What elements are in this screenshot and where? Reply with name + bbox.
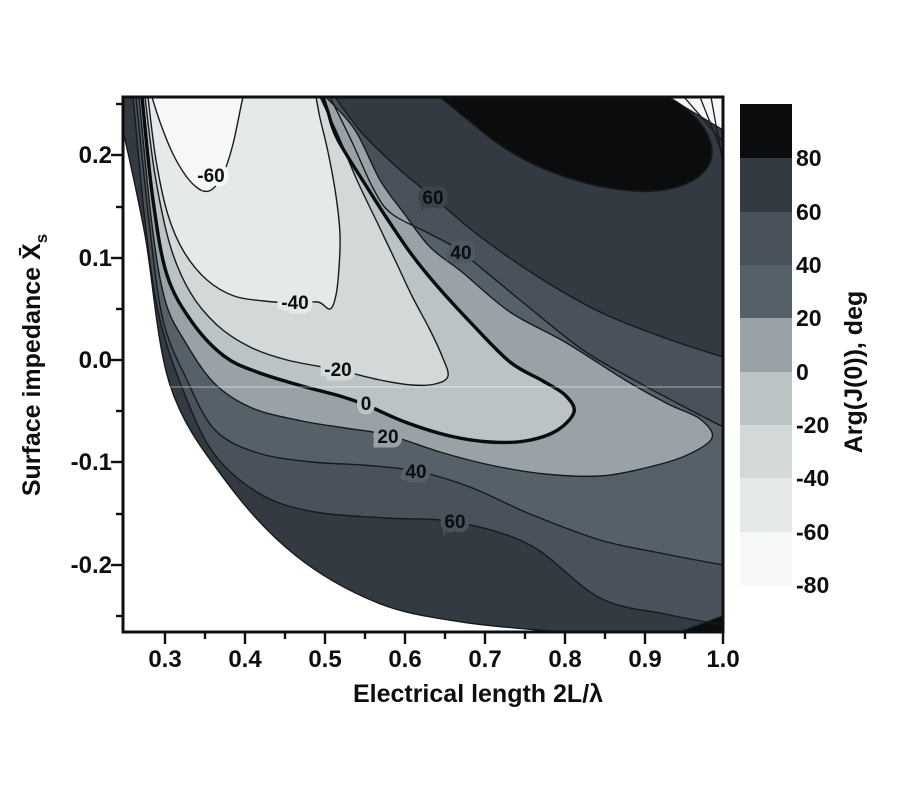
x-tick-label: 0.7	[468, 646, 501, 673]
wrap-fan-4	[710, 97, 723, 165]
colorbar-band	[740, 532, 792, 586]
wrap-fan-2	[683, 97, 723, 143]
colorbar-tick-label: -40	[796, 465, 829, 491]
x-axis-title: Electrical length 2L/λ	[353, 680, 603, 708]
contour-labels: -60 60 40 -40 -20 020 40 60	[193, 162, 476, 538]
contour-label-40: 40	[405, 462, 426, 483]
x-tick-label: 1.0	[706, 646, 739, 673]
contour-minus40	[147, 97, 341, 310]
colorbar-band	[740, 104, 792, 159]
colorbar-band	[740, 478, 792, 533]
colorbar-tick-label: 0	[796, 359, 809, 385]
colorbar-band	[740, 265, 792, 319]
colorbar-band	[740, 318, 792, 373]
x-tick-label: 0.4	[228, 646, 262, 673]
colorbar-tick-label: -60	[796, 519, 829, 545]
contour-60-lower	[132, 97, 723, 626]
contour-80	[123, 129, 561, 632]
contour-minus20	[144, 97, 449, 387]
contour-label--20: -20	[324, 360, 351, 381]
plot-frame	[121, 95, 725, 634]
contour-60-upper	[334, 97, 723, 358]
x-tick-label: 0.5	[308, 646, 341, 673]
colorbar-tick-label: 60	[796, 199, 822, 225]
y-tick-labels: 0.2 0.1 0.0 -0.1 -0.2	[71, 142, 112, 579]
x-axis-ticks	[163, 633, 725, 644]
contour-minus60	[151, 97, 244, 193]
colorbar-band	[740, 158, 792, 213]
contour-40-lower	[135, 97, 723, 566]
contour-label--40: -40	[281, 293, 308, 314]
lens-outline	[439, 97, 713, 193]
colorbar-tick-label: 20	[796, 305, 822, 331]
y-axis-title: Surface impedance X̄s	[17, 234, 51, 496]
colorbar-band	[740, 212, 792, 266]
contour-20	[138, 97, 714, 478]
colorbar-tick-label: -80	[796, 572, 829, 598]
colorbar-tick-label: 80	[796, 145, 822, 171]
region-lt-60	[152, 97, 243, 192]
x-tick-label: 0.3	[148, 646, 181, 673]
x-tick-label: 0.9	[628, 646, 661, 673]
contour-bands	[123, 97, 723, 632]
y-tick-label: 0.0	[79, 347, 112, 374]
x-tick-label: 0.6	[388, 646, 421, 673]
contour-label-40: 40	[450, 243, 471, 264]
lens-gt80	[440, 97, 713, 192]
x-tick-label: 0.8	[548, 646, 581, 673]
contour-label-0: 0	[361, 394, 372, 415]
contour-label--60: -60	[197, 166, 224, 187]
contour-40-upper	[329, 97, 723, 428]
contour-label-20: 20	[377, 427, 398, 448]
y-tick-label: 0.2	[79, 142, 112, 169]
colorbar-title: Arg(J(0)), deg	[840, 291, 868, 454]
colorbar: 80 60 40 20 0 -20 -40 -60 -80 Arg(J(0)), deg	[740, 104, 868, 598]
y-tick-label: -0.2	[71, 552, 112, 579]
colorbar-band	[740, 425, 792, 479]
colorbar-tick-label: -20	[796, 412, 829, 438]
contour-label-60: 60	[444, 512, 465, 533]
y-tick-label: 0.1	[79, 245, 112, 272]
contour-80b	[679, 615, 723, 632]
x-tick-labels: 0.3 0.4 0.5 0.6 0.7 0.8 0.9 1.0	[148, 646, 739, 673]
y-tick-label: -0.1	[71, 449, 112, 476]
wrap-fan-1	[667, 97, 723, 131]
contour-label-60: 60	[422, 188, 443, 209]
contour-0-thick	[140, 97, 576, 445]
contour-lines	[123, 97, 723, 632]
colorbar-tick-label: 40	[796, 252, 822, 278]
y-axis-ticks	[111, 102, 122, 618]
colorbar-band	[740, 372, 792, 426]
